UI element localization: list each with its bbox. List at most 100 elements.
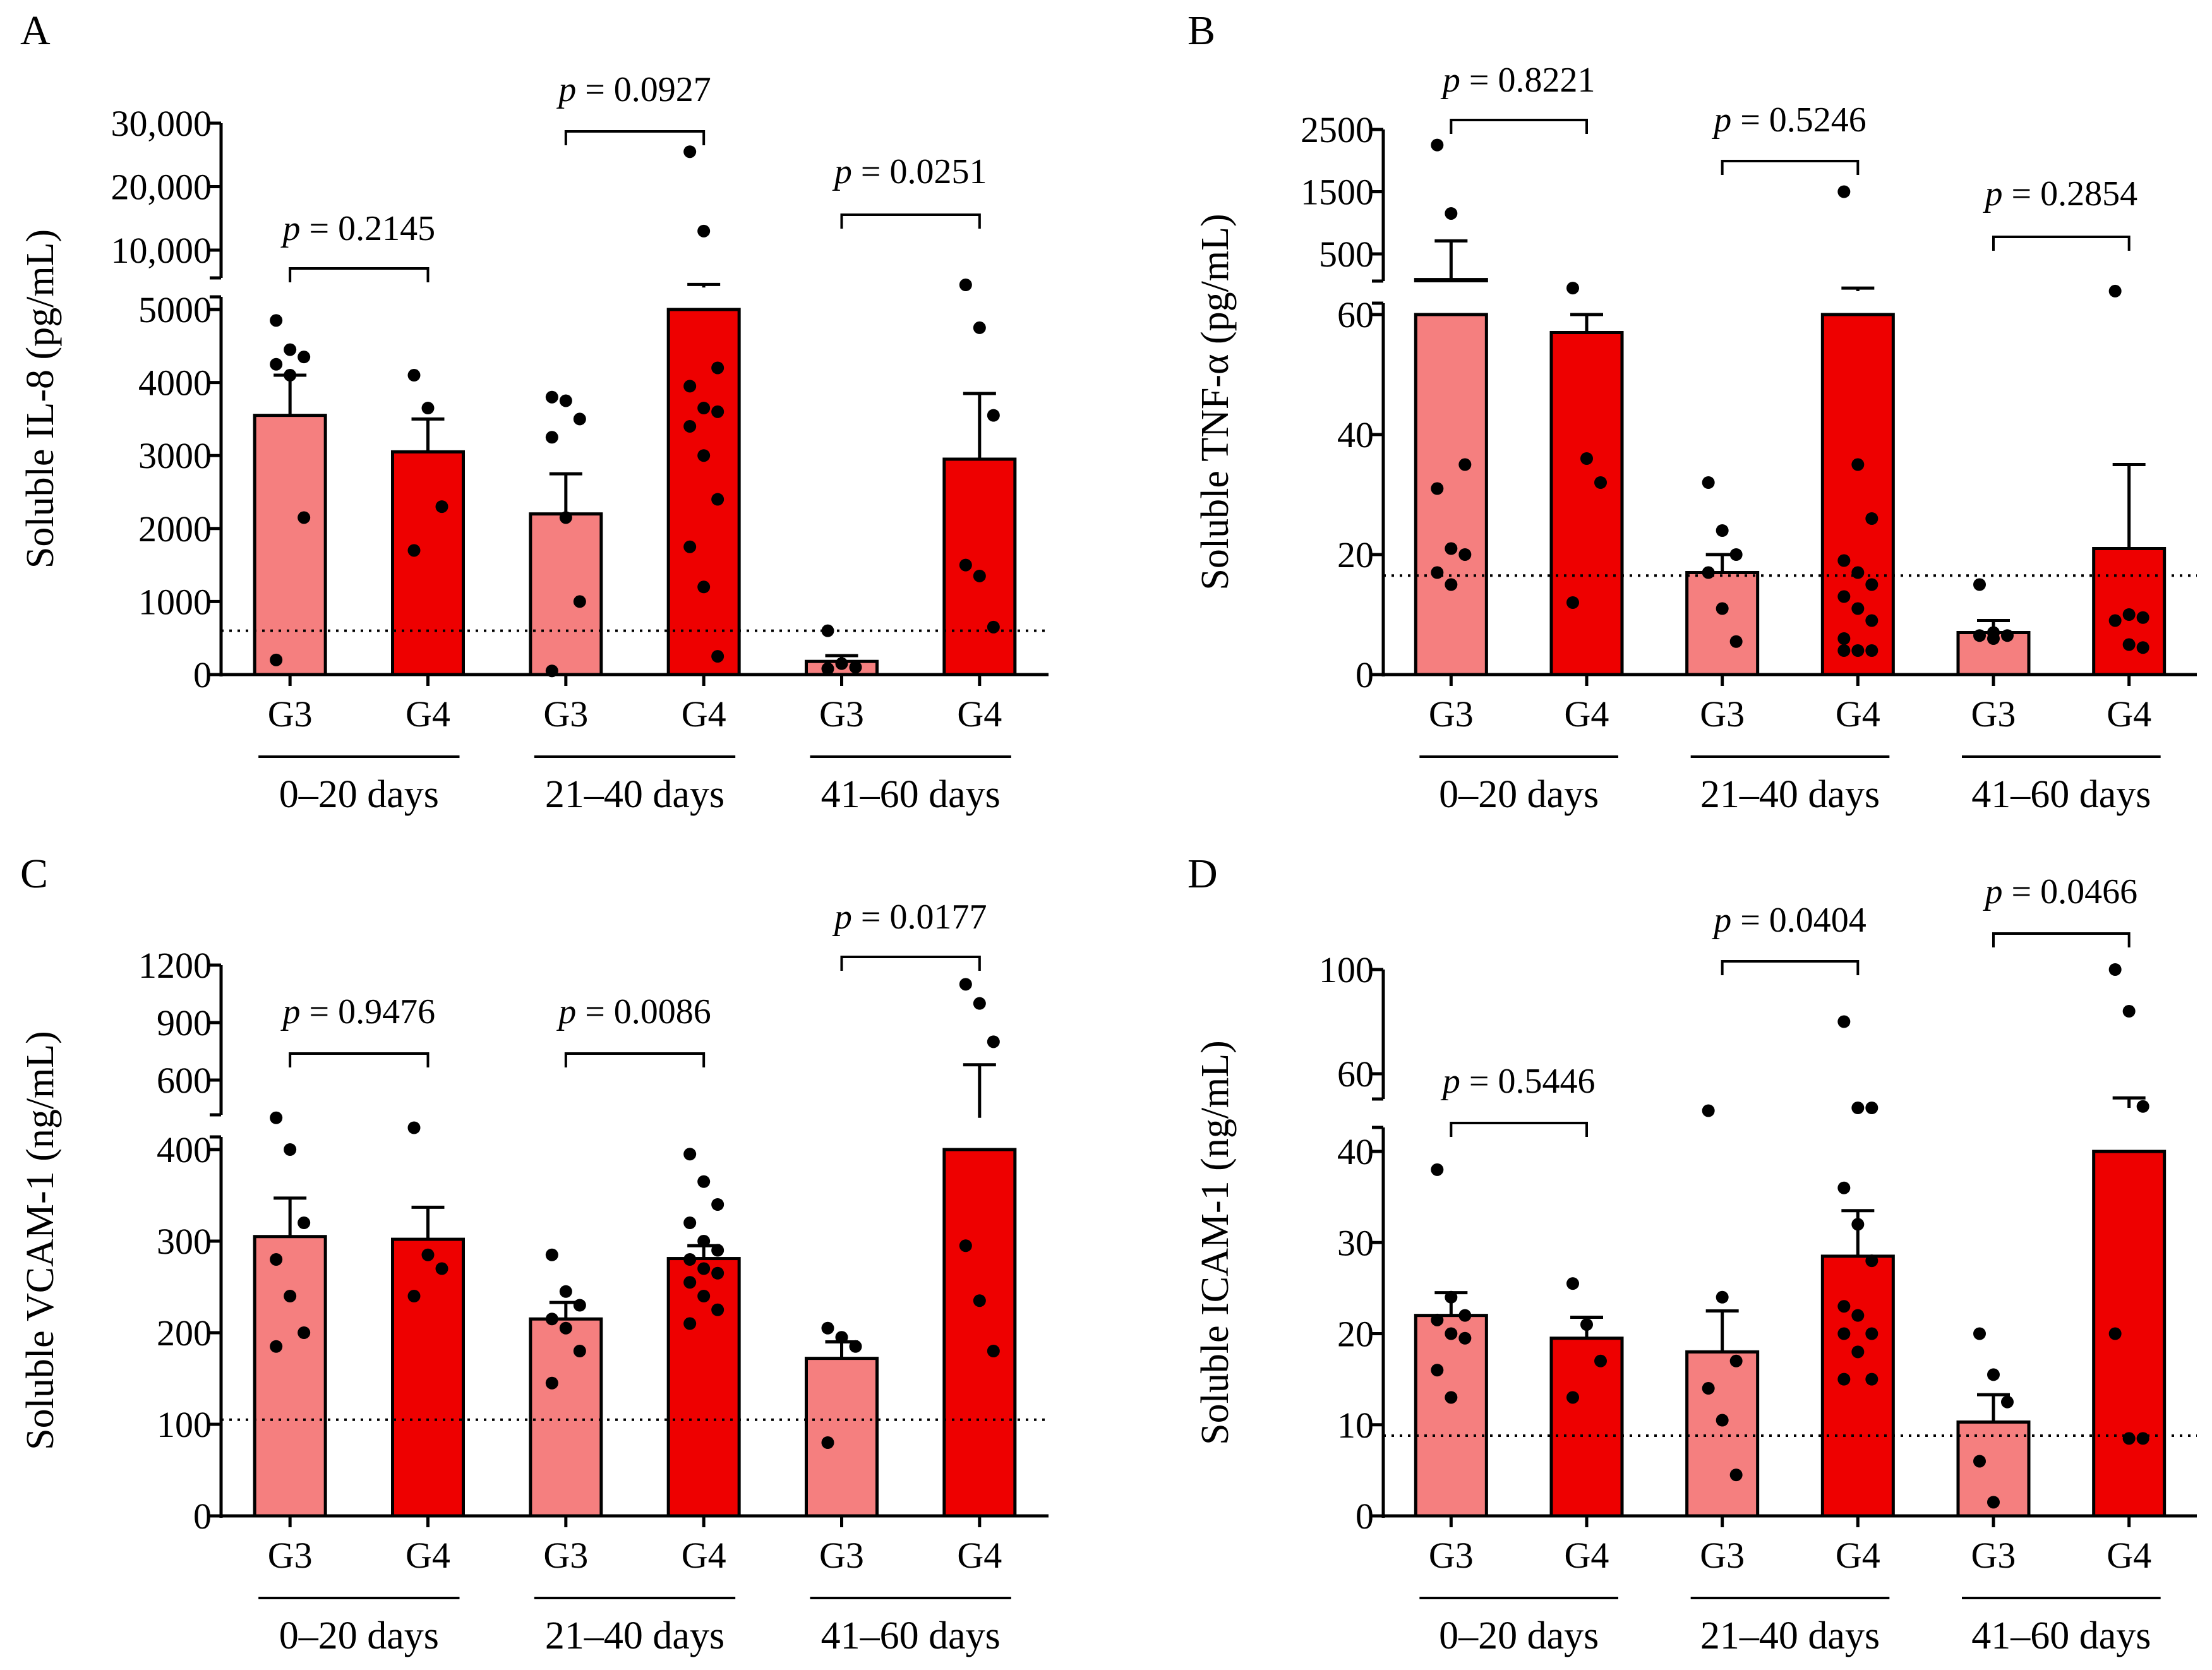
p-symbol: p <box>832 152 852 191</box>
data-point <box>1580 452 1593 465</box>
x-tick-label: G4 <box>1836 1535 1880 1576</box>
y-tick-label: 300 <box>157 1221 212 1262</box>
y-axis-label: Soluble IL-8 (pg/mL) <box>19 229 62 568</box>
data-point <box>1458 1331 1472 1345</box>
panel-letter: D <box>1187 851 1218 897</box>
bar-g4-period-1 <box>1549 1337 1624 1518</box>
data-point <box>1445 578 1458 591</box>
data-point <box>1851 1309 1865 1322</box>
period-label: 41–60 days <box>1971 773 2151 816</box>
data-point <box>1865 614 1878 627</box>
y-axis-label: Soluble ICAM-1 (ng/mL) <box>1194 1040 1237 1445</box>
panel-letter: C <box>20 851 48 897</box>
data-point <box>683 1253 697 1266</box>
bar-g4-period-3 <box>2092 1150 2167 1518</box>
data-point <box>1445 1391 1458 1404</box>
data-point <box>835 1331 848 1344</box>
x-tick-label: G3 <box>1429 1535 1474 1576</box>
period-label: 0–20 days <box>1439 1614 1599 1657</box>
data-point <box>284 1143 297 1156</box>
data-point <box>1865 1373 1878 1386</box>
p-value-label: p = 0.0404 <box>1711 901 1866 940</box>
x-tick-label: G4 <box>1836 694 1880 735</box>
y-tick-label: 60 <box>1337 1054 1374 1095</box>
data-point <box>959 279 972 291</box>
bar-g3-period-2 <box>1685 571 1760 676</box>
data-point <box>1851 1345 1865 1359</box>
period-label: 21–40 days <box>1700 1614 1880 1657</box>
p-value-text: = 0.0177 <box>852 898 987 937</box>
p-value-label: p = 0.5246 <box>1711 100 1866 140</box>
bar-g3-period-1-upper <box>1414 278 1488 283</box>
data-point <box>683 1276 697 1289</box>
period-label: 0–20 days <box>1439 773 1599 816</box>
x-tick-label: G3 <box>268 694 313 735</box>
p-value-label: p = 0.0251 <box>832 152 987 191</box>
data-point <box>298 1216 311 1229</box>
data-point <box>284 343 297 356</box>
significance-bracket <box>289 267 430 282</box>
data-point <box>270 653 283 666</box>
data-point <box>1445 542 1458 555</box>
data-point <box>1431 566 1444 579</box>
data-point <box>1837 1327 1851 1340</box>
data-point <box>407 544 421 557</box>
bar-g4-period-1 <box>391 450 465 676</box>
data-point <box>421 1248 435 1261</box>
y-tick-label: 30 <box>1337 1222 1374 1263</box>
x-tick-label: G4 <box>682 694 726 735</box>
data-point <box>711 650 724 663</box>
data-point <box>1716 1414 1729 1427</box>
y-axis-label: Soluble TNF-α (pg/mL) <box>1194 213 1237 590</box>
data-point <box>573 412 586 426</box>
data-point <box>697 402 711 415</box>
bar-g3-period-1 <box>253 414 327 676</box>
bar-g3-period-3 <box>805 1357 879 1518</box>
data-point <box>559 511 572 524</box>
data-point <box>270 357 283 371</box>
data-point <box>298 1326 311 1339</box>
data-point <box>1594 476 1607 489</box>
p-symbol: p <box>1711 901 1731 940</box>
significance-bracket <box>564 1052 706 1067</box>
x-tick-label: G4 <box>1565 1535 1609 1576</box>
data-point <box>573 1299 586 1312</box>
y-tick-label: 10,000 <box>111 230 212 271</box>
bar-g4-period-3 <box>942 1148 1017 1518</box>
data-point <box>2108 963 2122 976</box>
data-point <box>1865 512 1878 525</box>
data-point <box>959 978 972 991</box>
data-point <box>697 1175 711 1188</box>
data-point <box>1837 644 1851 657</box>
y-tick-label: 0 <box>193 1496 212 1537</box>
y-tick-label: 400 <box>157 1129 212 1170</box>
period-label: 41–60 days <box>821 1614 1001 1657</box>
data-point <box>2108 614 2122 627</box>
x-tick-label: G4 <box>406 1535 450 1576</box>
y-tick-label: 900 <box>157 1002 212 1043</box>
data-point <box>407 1290 421 1302</box>
x-tick-label: G3 <box>819 694 864 735</box>
significance-bracket <box>1450 1122 1588 1137</box>
x-tick-label: G3 <box>268 1535 313 1576</box>
data-point <box>1851 602 1865 615</box>
data-point <box>545 1376 558 1390</box>
data-point <box>1987 1496 2000 1509</box>
significance-bracket <box>289 1052 430 1067</box>
data-point <box>1566 1391 1579 1404</box>
data-point <box>683 1216 697 1229</box>
data-point <box>697 580 711 594</box>
data-point <box>545 390 558 404</box>
p-symbol: p <box>280 992 301 1031</box>
data-point <box>573 1345 586 1357</box>
y-tick-label: 100 <box>1319 949 1374 990</box>
y-tick-label: 200 <box>157 1313 212 1354</box>
data-point <box>2001 629 2014 642</box>
significance-bracket <box>1450 119 1588 134</box>
data-point <box>559 394 572 407</box>
data-point <box>435 500 448 514</box>
axis-break-gap <box>941 1116 1018 1136</box>
data-point <box>987 620 1000 634</box>
p-symbol: p <box>1440 1062 1460 1101</box>
data-point <box>2122 1005 2136 1018</box>
